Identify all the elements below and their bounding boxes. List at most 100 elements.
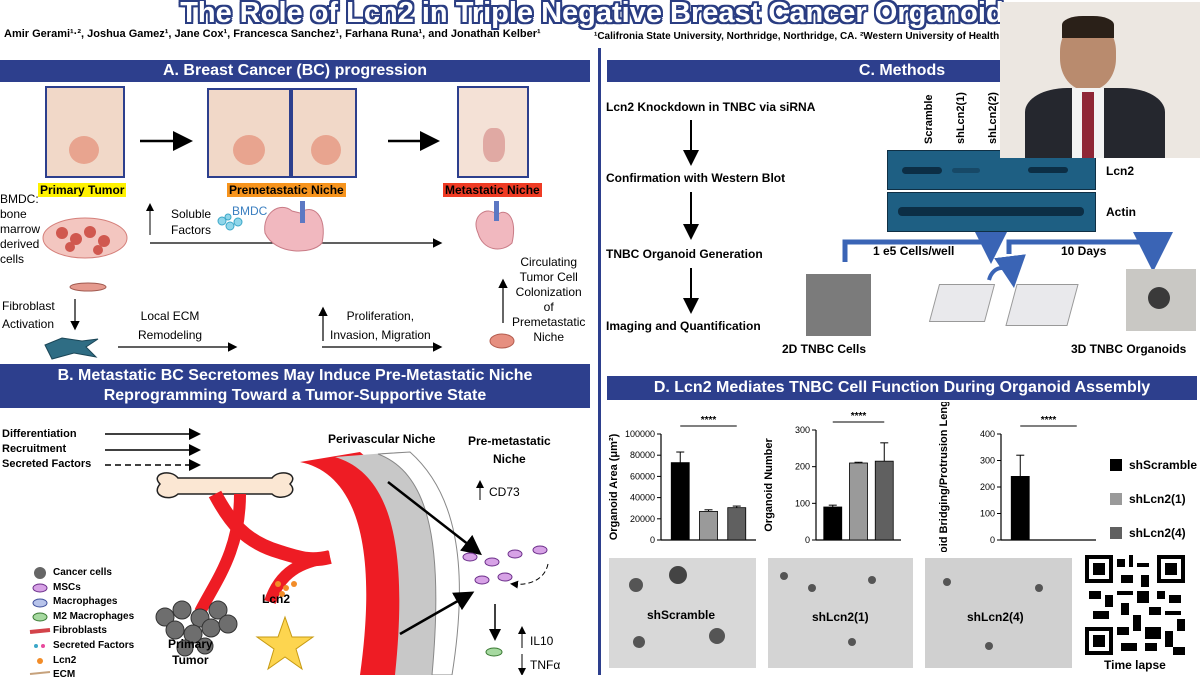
primary-tumor-image (45, 86, 125, 178)
bar (699, 510, 718, 541)
il10-label: IL10 (530, 634, 554, 648)
column-divider (598, 48, 601, 675)
bar-charts: 020000400006000080000100000****Organoid … (608, 402, 1096, 552)
western-blot-actin (887, 192, 1096, 232)
micrograph-label: shScramble (647, 608, 716, 622)
y-tick-label: 80000 (630, 450, 655, 460)
cd73-label: CD73 (489, 485, 520, 499)
y-tick-label: 300 (980, 456, 995, 466)
author-list: Amir Gerami¹·², Joshua Gamez¹, Jane Cox¹… (4, 28, 541, 40)
premetastatic-image-2 (291, 88, 357, 178)
qr-caption: Time lapse (1104, 658, 1166, 672)
legend-swatch-shlcn2-4 (1110, 527, 1122, 539)
cell-legend-item: Fibroblasts (53, 625, 107, 637)
cell-legend: Cancer cells MSCs Macrophages M2 Macroph… (53, 566, 134, 683)
local-ecm-label: Local ECM Remodeling (138, 309, 203, 342)
legend-secreted-factors: Secreted Factors (2, 458, 92, 470)
panel-c-arrows (683, 120, 1173, 314)
poster-title: The Role of Lcn2 in Triple Negative Brea… (180, 0, 1020, 29)
method-step-3: TNBC Organoid Generation (606, 247, 763, 261)
panel-d-header: D. Lcn2 Mediates TNBC Cell Function Duri… (607, 376, 1197, 400)
bar (849, 462, 868, 541)
panel-a-body: Primary Tumor Premetastatic Niche Metast… (0, 83, 598, 360)
legend-recruitment: Recruitment (2, 443, 67, 455)
stage-primary-tumor-label: Primary Tumor (38, 183, 127, 197)
method-step-4: Imaging and Quantification (606, 319, 761, 333)
western-blot-lcn2 (887, 150, 1096, 190)
well-plate-before (928, 284, 996, 322)
significance-label: **** (1041, 415, 1057, 426)
stage-metastatic-label: Metastatic Niche (443, 183, 542, 197)
premetastatic-niche-label: Pre-metastatic Niche (468, 434, 551, 466)
y-tick-label: 400 (980, 429, 995, 439)
cells-2d-image (806, 274, 871, 336)
panel-b-header-line2: Reprogramming Toward a Tumor-Supportive … (103, 387, 487, 404)
label-3d-tnbc: 3D TNBC Organoids (1071, 342, 1187, 356)
legend-differentiation: Differentiation (2, 428, 77, 440)
cell-legend-item: ECM (53, 669, 76, 681)
well-plate-after (1005, 284, 1079, 326)
legend-label-shlcn2-4: shLcn2(4) (1129, 526, 1186, 540)
circulating-cells-label: Circulating Tumor Cell Colonization of P… (512, 255, 586, 344)
presenter-video (1000, 2, 1200, 158)
tnfa-label: TNFα (530, 658, 561, 672)
stage-premetastatic-label: Premetastatic Niche (227, 183, 346, 197)
blot-lane-label: Scramble (923, 94, 935, 144)
y-tick-label: 100000 (625, 429, 655, 439)
micrograph-shlcn2-1: shLcn2(1) (768, 558, 913, 668)
blot-label-actin: Actin (1106, 205, 1136, 219)
y-tick-label: 20000 (630, 514, 655, 524)
y-axis-label: Organoid Number (763, 438, 775, 532)
bmdc-definition: BMDC: bone marrow derived cells (0, 192, 40, 266)
y-axis-label: Inter-organoid Bridging/Protrusion Lengt… (938, 402, 950, 552)
cell-legend-item: Lcn2 (53, 654, 77, 666)
significance-label: **** (851, 411, 867, 422)
perivascular-niche-label: Perivascular Niche (328, 432, 436, 446)
label-2d-tnbc: 2D TNBC Cells (782, 342, 867, 356)
premetastatic-image-1 (207, 88, 291, 178)
panel-b-header: B. Metastatic BC Secretomes May Induce P… (0, 364, 590, 408)
legend-label-shlcn2-1: shLcn2(1) (1129, 492, 1186, 506)
y-tick-label: 60000 (630, 471, 655, 481)
bar (823, 506, 843, 541)
y-tick-label: 40000 (630, 493, 655, 503)
micrograph-label: shLcn2(4) (967, 610, 1024, 624)
fibroblast-activation-label: Fibroblast Activation (2, 299, 55, 331)
micrograph-label: shLcn2(1) (812, 610, 869, 624)
legend-swatch-shlcn2-1 (1110, 493, 1122, 505)
panel-c-body: Lcn2 Knockdown in TNBC via siRNA Confirm… (601, 2, 1200, 360)
bar (670, 462, 690, 541)
y-tick-label: 0 (805, 535, 810, 545)
cell-legend-item: Cancer cells (53, 567, 112, 578)
affiliations: ¹Califronia State University, Northridge… (594, 31, 1111, 42)
proliferation-label: Proliferation, Invasion, Migration (330, 309, 431, 342)
method-step-2: Confirmation with Western Blot (606, 171, 786, 185)
legend-label-shscramble: shScramble (1129, 458, 1198, 472)
panel-a-arrows (42, 131, 515, 360)
bar (874, 460, 894, 541)
y-tick-label: 300 (795, 425, 810, 435)
metastatic-image (457, 86, 529, 178)
cell-legend-item: MSCs (53, 581, 81, 593)
y-axis-label: Organoid Area (μm²) (608, 433, 620, 540)
y-tick-label: 200 (795, 462, 810, 472)
blot-lane-label: shLcn2(1) (955, 92, 967, 144)
legend-swatch-shscramble (1110, 459, 1122, 471)
blot-lane-label: shLcn2(2) (987, 92, 999, 144)
primary-tumor-label: Primary Tumor (168, 637, 213, 667)
cell-legend-item: Secreted Factors (53, 639, 135, 651)
soluble-factors-label: Soluble Factors (171, 207, 212, 237)
cell-legend-item: Macrophages (53, 596, 118, 608)
method-step-1: Lcn2 Knockdown in TNBC via siRNA (606, 100, 816, 114)
y-tick-label: 200 (980, 482, 995, 492)
micrograph-shscramble: shScramble (609, 558, 756, 668)
ten-days-label: 10 Days (1061, 244, 1107, 258)
panel-b-body: Differentiation Recruitment Secreted Fac… (0, 412, 598, 680)
lcn2-label: Lcn2 (262, 592, 291, 606)
qr-code[interactable] (1085, 555, 1185, 655)
bar (727, 507, 747, 541)
y-tick-label: 0 (990, 535, 995, 545)
y-tick-label: 100 (795, 498, 810, 508)
blot-label-lcn2: Lcn2 (1106, 164, 1135, 178)
y-tick-label: 0 (650, 535, 655, 545)
